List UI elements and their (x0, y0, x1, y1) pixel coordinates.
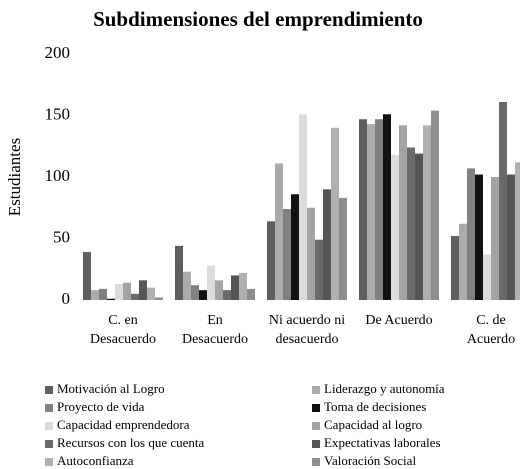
legend-swatch (45, 440, 53, 448)
bar (231, 275, 239, 300)
bar (183, 271, 191, 300)
legend-label: Capacidad al logro (324, 417, 422, 432)
bar (323, 189, 331, 300)
bar (199, 290, 207, 300)
legend-label: Motivación al Logro (57, 381, 165, 396)
bar (207, 265, 215, 300)
x-tick-label: Ni acuerdo ni (269, 313, 345, 328)
legend-label: Valoración Social (324, 453, 416, 468)
legend-swatch (312, 404, 320, 412)
bar (423, 125, 431, 300)
bar (451, 236, 459, 300)
bar (307, 207, 315, 300)
bar (175, 245, 183, 300)
bar (123, 282, 131, 300)
legend-label: Proyecto de vida (57, 399, 145, 414)
legend-label: Recursos con los que cuenta (57, 435, 205, 450)
bar (115, 284, 123, 300)
y-tick-label: 100 (45, 166, 71, 185)
bar (99, 288, 107, 300)
bar (399, 125, 407, 300)
bar (491, 177, 499, 300)
bar (459, 223, 467, 300)
bar (339, 197, 347, 300)
bar (223, 290, 231, 300)
bar (331, 127, 339, 300)
bar (431, 110, 439, 300)
legend-swatch (312, 458, 320, 466)
bar (515, 162, 520, 300)
bar (139, 280, 147, 300)
bar (299, 114, 307, 301)
x-tick-label: C. en (108, 313, 138, 328)
x-tick-label: De Acuerdo (365, 313, 432, 328)
legend-label: Autoconfianza (57, 453, 134, 468)
bar (407, 147, 415, 300)
legend-swatch (45, 422, 53, 430)
bar (107, 298, 115, 300)
y-tick-label: 200 (45, 43, 71, 62)
bar (375, 119, 383, 300)
legend-swatch (312, 422, 320, 430)
chart-title: Subdimensiones del emprendimiento (93, 7, 423, 31)
bar (499, 101, 507, 300)
bar (483, 254, 491, 300)
y-tick-label: 0 (62, 289, 71, 308)
bar (359, 119, 367, 300)
plot-area (83, 101, 520, 301)
bar (383, 114, 391, 301)
bar (507, 174, 515, 300)
legend-swatch (45, 404, 53, 412)
bar (131, 293, 139, 300)
bar (247, 288, 255, 300)
legend-swatch (312, 386, 320, 394)
bar (147, 287, 155, 300)
legend-label: Expectativas laborales (324, 435, 441, 450)
y-tick-label: 150 (45, 104, 71, 123)
x-tick-label: desacuerdo (276, 332, 339, 347)
legend-swatch (312, 440, 320, 448)
x-tick-label: Acuerdo (467, 332, 515, 347)
bar (191, 285, 199, 300)
legend-swatch (45, 386, 53, 394)
bar (475, 174, 483, 300)
x-tick-label: Desacuerdo (182, 332, 248, 347)
bar (283, 208, 291, 300)
legend-swatch (45, 458, 53, 466)
bar (239, 272, 247, 300)
bar (467, 168, 475, 300)
bar (91, 290, 99, 300)
bar (415, 153, 423, 300)
bar (291, 194, 299, 300)
x-tick-label: Desacuerdo (90, 332, 156, 347)
bar (367, 124, 375, 300)
y-axis-label: Estudiantes (5, 138, 24, 216)
legend-label: Toma de decisiones (324, 399, 426, 414)
x-tick-label: C. de (476, 313, 506, 328)
bar (315, 239, 323, 300)
legend-label: Liderazgo y autonomía (324, 381, 445, 396)
bar (83, 252, 91, 300)
bar (391, 154, 399, 300)
legend-label: Capacidad emprendedora (57, 417, 190, 432)
bar (215, 280, 223, 300)
x-tick-label: En (207, 313, 223, 328)
bar (267, 221, 275, 300)
bar (155, 297, 163, 300)
bar (275, 163, 283, 300)
y-tick-label: 50 (53, 227, 70, 246)
